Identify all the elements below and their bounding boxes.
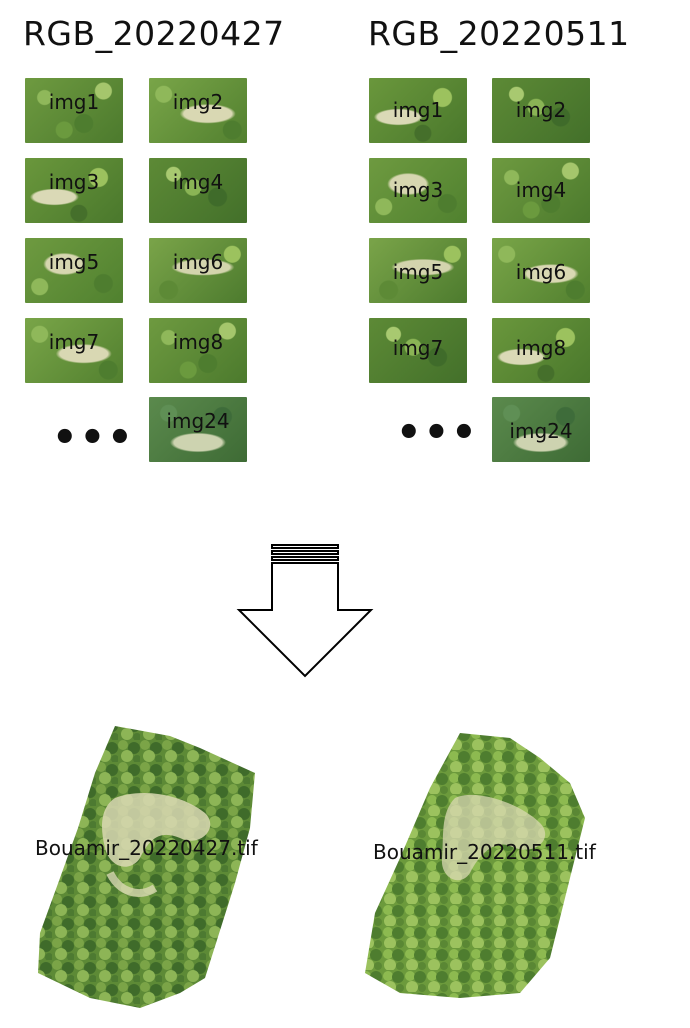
tile-label: img8	[172, 330, 224, 354]
image-tile: img1	[25, 78, 123, 143]
tile-label: img3	[48, 170, 100, 194]
image-tile: img1	[369, 78, 467, 143]
image-tile: img5	[25, 238, 123, 303]
image-tile: img3	[369, 158, 467, 223]
mosaic-label: Bouamir_20220427.tif	[35, 836, 258, 860]
tile-label: img24	[166, 409, 230, 433]
ellipsis: •••	[396, 410, 479, 456]
image-tile: img4	[492, 158, 590, 223]
group-title-20220427: RGB_20220427	[23, 14, 285, 53]
image-tile: img8	[492, 318, 590, 383]
tile-label: img2	[515, 98, 567, 122]
orthomosaic-20220427	[30, 718, 290, 1018]
tile-label: img5	[392, 260, 444, 284]
image-tile: img24	[149, 397, 247, 462]
ellipsis: •••	[52, 415, 135, 461]
tile-label: img7	[392, 336, 444, 360]
tile-label: img1	[48, 90, 100, 114]
image-tile: img5	[369, 238, 467, 303]
image-tile: img2	[492, 78, 590, 143]
tile-label: img24	[509, 419, 573, 443]
tile-label: img2	[172, 90, 224, 114]
image-tile: img3	[25, 158, 123, 223]
tile-label: img6	[515, 260, 567, 284]
down-arrow-icon	[236, 544, 374, 678]
image-tile: img6	[492, 238, 590, 303]
tile-label: img1	[392, 98, 444, 122]
tile-label: img8	[515, 336, 567, 360]
image-tile: img8	[149, 318, 247, 383]
image-tile: img6	[149, 238, 247, 303]
image-tile: img7	[25, 318, 123, 383]
tile-label: img4	[172, 170, 224, 194]
image-tile: img7	[369, 318, 467, 383]
orthomosaic-20220511	[360, 728, 620, 1028]
tile-label: img3	[392, 178, 444, 202]
tile-label: img5	[48, 250, 100, 274]
group-title-20220511: RGB_20220511	[368, 14, 630, 53]
mosaic-label: Bouamir_20220511.tif	[373, 840, 596, 864]
tile-label: img7	[48, 330, 100, 354]
image-tile: img2	[149, 78, 247, 143]
image-tile: img24	[492, 397, 590, 462]
tile-label: img4	[515, 178, 567, 202]
image-tile: img4	[149, 158, 247, 223]
tile-label: img6	[172, 250, 224, 274]
